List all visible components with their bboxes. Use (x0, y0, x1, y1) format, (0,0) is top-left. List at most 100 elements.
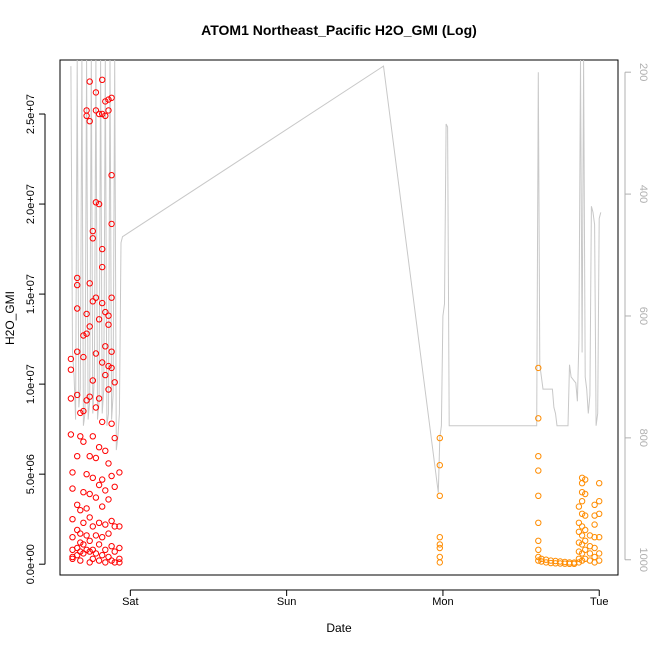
data-point-s0-128 (111, 483, 118, 490)
data-point-s0-109 (105, 362, 112, 370)
data-point-s1-70 (596, 498, 603, 505)
data-point-s0-66 (92, 107, 100, 114)
data-point-s1-74 (596, 557, 603, 564)
data-point-s0-29 (80, 353, 87, 361)
data-point-s0-107 (105, 312, 112, 319)
data-point-s1-37 (575, 539, 583, 546)
data-point-s1-62 (591, 501, 598, 508)
data-point-s1-6 (436, 553, 443, 561)
data-point-s0-61 (89, 474, 97, 481)
data-point-s0-124 (108, 543, 115, 550)
data-point-s1-2 (436, 492, 443, 499)
data-point-s1-3 (436, 534, 443, 541)
data-point-s0-99 (102, 371, 109, 379)
data-point-s1-49 (578, 550, 586, 557)
data-point-s1-56 (582, 546, 589, 553)
data-point-s1-9 (535, 415, 542, 422)
data-point-s1-65 (591, 534, 598, 541)
data-point-s1-52 (582, 490, 589, 498)
data-point-s0-17 (74, 501, 81, 508)
data-point-s0-115 (108, 94, 115, 102)
data-point-s0-31 (80, 438, 87, 445)
data-point-s0-121 (108, 420, 115, 427)
y2-tick-label: 400 (637, 185, 649, 203)
data-point-s0-116 (108, 172, 115, 179)
data-point-s0-23 (77, 507, 84, 514)
data-point-s0-28 (80, 332, 87, 339)
data-point-s0-95 (102, 98, 109, 105)
data-point-s0-72 (92, 494, 100, 501)
data-point-s1-16 (535, 553, 542, 561)
data-point-s0-79 (95, 444, 103, 451)
data-point-s1-42 (578, 480, 586, 487)
data-point-s0-26 (77, 548, 84, 555)
data-point-s0-102 (102, 521, 109, 528)
data-point-s1-69 (596, 480, 603, 487)
data-point-s0-57 (89, 235, 97, 242)
data-point-s0-123 (108, 517, 115, 525)
data-point-s1-64 (591, 521, 598, 528)
data-point-s0-98 (102, 343, 109, 350)
data-point-s1-46 (578, 523, 586, 530)
data-point-s0-82 (95, 541, 103, 548)
data-point-s0-87 (99, 263, 106, 271)
data-point-s0-56 (89, 227, 97, 235)
data-point-s1-20 (542, 556, 550, 563)
data-point-s1-29 (561, 560, 569, 567)
data-point-s1-47 (578, 532, 586, 539)
data-point-s1-8 (535, 364, 542, 372)
data-point-s0-88 (99, 299, 106, 307)
y-axis-label: H2O_GMI (3, 291, 17, 345)
data-point-s0-103 (102, 546, 109, 553)
data-point-s1-43 (578, 489, 586, 496)
data-point-s0-120 (108, 364, 115, 372)
y-tick-label: 2.0e+07 (25, 184, 37, 224)
data-point-s0-127 (111, 434, 118, 442)
data-point-s0-30 (80, 407, 87, 415)
data-point-s0-40 (83, 397, 90, 404)
data-point-s0-78 (95, 395, 103, 402)
data-point-s1-51 (582, 476, 589, 483)
data-point-s0-85 (99, 110, 106, 118)
data-point-s1-60 (586, 550, 594, 557)
data-point-s0-70 (92, 404, 100, 411)
data-point-s0-64 (89, 555, 97, 562)
data-point-s0-50 (86, 453, 93, 460)
secondary-line-layer (70, 59, 602, 493)
data-point-s0-105 (105, 96, 112, 103)
data-point-s0-7 (69, 534, 76, 541)
data-point-s0-11 (74, 274, 81, 282)
data-point-s0-110 (105, 386, 112, 393)
data-point-s0-90 (99, 418, 106, 426)
data-point-s0-35 (80, 550, 87, 557)
data-point-s0-106 (105, 107, 112, 114)
data-point-s0-37 (83, 112, 90, 120)
y2-tick-label: 600 (637, 307, 649, 325)
data-point-s0-32 (80, 489, 87, 496)
data-point-s0-20 (74, 552, 81, 559)
data-point-s0-84 (99, 76, 106, 84)
data-point-s0-69 (92, 350, 100, 357)
data-point-s0-133 (116, 523, 123, 530)
data-point-s0-39 (83, 330, 90, 337)
points-layer (67, 76, 603, 567)
data-point-s0-46 (86, 118, 93, 125)
data-point-s0-77 (95, 316, 103, 323)
data-point-s0-53 (86, 537, 93, 544)
data-point-s0-125 (108, 557, 115, 564)
data-point-s0-97 (102, 308, 109, 316)
data-point-s0-19 (74, 544, 81, 552)
data-point-s0-117 (108, 220, 115, 228)
data-point-s0-52 (86, 514, 93, 521)
data-point-s1-50 (578, 557, 586, 564)
data-point-s0-113 (105, 530, 112, 537)
data-point-s0-129 (111, 523, 118, 530)
data-point-s0-54 (86, 548, 93, 555)
y2-tick-label: 800 (637, 429, 649, 447)
data-point-s1-4 (436, 541, 443, 548)
data-point-s1-17 (535, 557, 542, 564)
data-point-s1-0 (436, 434, 443, 442)
data-point-s0-74 (92, 550, 100, 557)
y-axis: 0.0e+00 5.0e+06 1.0e+07 1.5e+07 2.0e+07 2.5e+… (25, 94, 46, 584)
